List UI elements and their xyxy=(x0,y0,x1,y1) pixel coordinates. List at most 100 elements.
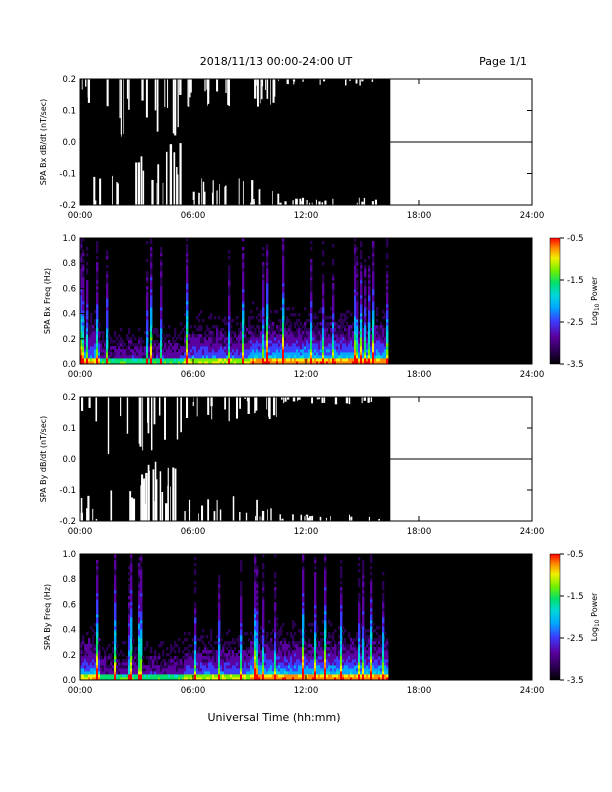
spectrogram-cell xyxy=(330,677,333,680)
trace-gap xyxy=(173,152,176,205)
spectrogram-cell xyxy=(176,346,179,350)
spectrogram-cell xyxy=(236,674,239,678)
spectrogram-cell xyxy=(82,322,85,326)
spectrogram-cell xyxy=(252,674,255,678)
spectrogram-cell xyxy=(326,346,329,350)
spectrogram-cell xyxy=(360,244,363,248)
spectrogram-cell xyxy=(242,665,245,669)
spectrogram-cell xyxy=(126,659,129,663)
spectrogram-cell xyxy=(216,671,219,675)
spectrogram-cell xyxy=(130,650,133,654)
spectrogram-cell xyxy=(184,632,187,636)
spectrogram-cell xyxy=(372,325,375,329)
trace-gap xyxy=(176,166,178,205)
spectrogram-cell xyxy=(372,283,375,287)
trace-gap xyxy=(266,79,269,99)
spectrogram-cell xyxy=(278,337,281,341)
spectrogram-cell xyxy=(224,641,227,645)
spectrogram-cell xyxy=(166,671,169,675)
spectrogram-cell xyxy=(160,328,163,332)
spectrogram-cell xyxy=(226,662,229,666)
spectrogram-cell xyxy=(302,647,305,651)
spectrogram-cell xyxy=(256,593,259,597)
spectrogram-cell xyxy=(294,668,297,672)
spectrogram-cell xyxy=(258,340,261,344)
spectrogram-cell xyxy=(176,662,179,666)
spectrogram-cell xyxy=(246,328,249,332)
trace-gap xyxy=(265,79,266,91)
spectrogram-cell xyxy=(336,331,339,335)
spectrogram-cell xyxy=(218,665,221,669)
spectrogram-cell xyxy=(308,355,311,359)
spectrogram-cell xyxy=(140,662,143,666)
spectrogram-cell xyxy=(314,674,317,678)
spectrogram-cell xyxy=(252,334,255,338)
spectrogram-cell xyxy=(168,665,171,669)
spectrogram-cell xyxy=(194,349,197,353)
spectrogram-cell xyxy=(354,319,357,323)
spectrogram-cell xyxy=(256,650,259,654)
spectrogram-cell xyxy=(296,665,299,669)
spectrogram-cell xyxy=(154,650,157,654)
spectrogram-cell xyxy=(250,659,253,663)
spectrogram-cell xyxy=(100,656,103,660)
spectrogram-cell xyxy=(320,674,323,678)
spectrogram-cell xyxy=(128,647,131,651)
spectrogram-cell xyxy=(354,262,357,266)
spectrogram-cell xyxy=(352,340,355,344)
spectrogram-cell xyxy=(184,647,187,651)
spectrogram-cell xyxy=(136,346,139,350)
spectrogram-cell xyxy=(346,355,349,359)
spectrogram-cell xyxy=(286,334,289,338)
spectrogram-cell xyxy=(200,674,203,678)
spectrogram-cell xyxy=(276,361,279,364)
spectrogram-cell xyxy=(228,650,231,654)
spectrogram-cell xyxy=(218,674,221,678)
spectrogram-cell xyxy=(150,662,153,666)
spectrogram-cell xyxy=(246,337,249,341)
spectrogram-cell xyxy=(358,563,361,567)
spectrogram-cell xyxy=(296,349,299,353)
spectrogram-cell xyxy=(314,659,317,663)
spectrogram-cell xyxy=(82,280,85,284)
spectrogram-cell xyxy=(330,322,333,326)
spectrogram-cell xyxy=(364,298,367,302)
spectrogram-cell xyxy=(150,656,153,660)
spectrogram-cell xyxy=(338,653,341,657)
spectrogram-cell xyxy=(104,656,107,660)
spectrogram-cell xyxy=(186,656,189,660)
spectrogram-cell xyxy=(150,310,153,314)
spectrogram-cell xyxy=(100,355,103,359)
spectrogram-cell xyxy=(368,298,371,302)
trace-gap xyxy=(107,397,110,455)
spectrogram-cell xyxy=(128,331,131,335)
spectrogram-cell xyxy=(318,671,321,675)
spectrogram-cell xyxy=(132,361,135,364)
spectrogram-cell xyxy=(216,340,219,344)
spectrogram-cell xyxy=(214,316,217,320)
spectrogram-cell xyxy=(118,653,121,657)
trace-gap xyxy=(155,479,158,521)
spectrogram-cell xyxy=(360,268,363,272)
spectrogram-cell xyxy=(162,659,165,663)
spectrogram-cell xyxy=(326,641,329,645)
spectrogram-cell xyxy=(240,349,243,353)
spectrogram-cell xyxy=(82,671,85,675)
spectrogram-cell xyxy=(186,259,189,263)
spectrogram-cell xyxy=(140,635,143,639)
spectrogram-cell xyxy=(256,352,259,356)
spectrogram-cell xyxy=(126,352,129,356)
spectrogram-cell xyxy=(110,665,113,669)
spectrogram-cell xyxy=(320,650,323,654)
spectrogram-cell xyxy=(178,352,181,356)
spectrogram-cell xyxy=(276,346,279,350)
spectrogram-cell xyxy=(152,340,155,344)
spectrogram-cell xyxy=(192,659,195,663)
spectrogram-cell xyxy=(248,659,251,663)
spectrogram-cell xyxy=(254,677,257,680)
spectrogram-cell xyxy=(286,346,289,350)
spectrogram-cell xyxy=(326,343,329,347)
spectrogram-cell xyxy=(350,665,353,669)
spectrogram-cell xyxy=(254,578,257,582)
spectrogram-cell xyxy=(86,352,89,356)
